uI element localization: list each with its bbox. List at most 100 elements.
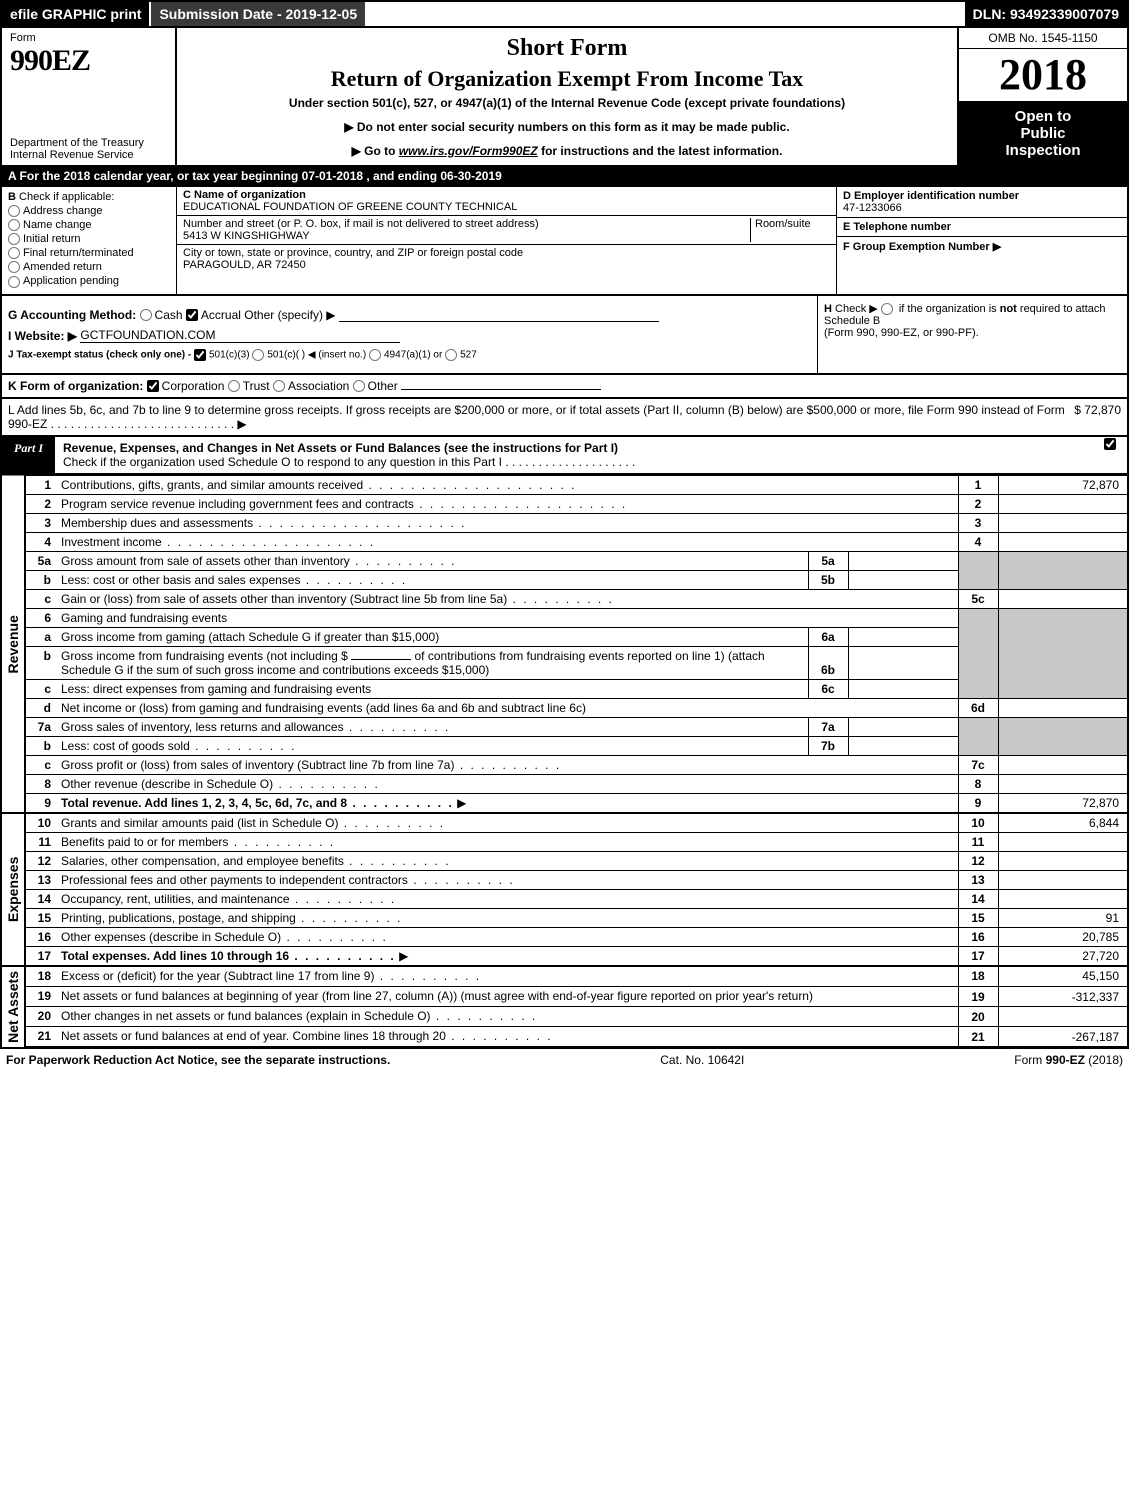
line-18-val: 45,150 [998, 966, 1128, 987]
irs-link[interactable]: www.irs.gov/Form990EZ [399, 144, 538, 158]
j-4947-radio[interactable] [369, 349, 381, 361]
h-checkbox[interactable] [881, 303, 893, 315]
form-word: Form [10, 32, 167, 44]
line-6c-sub: 6c [808, 679, 848, 698]
g-other-input[interactable] [339, 321, 659, 322]
return-title: Return of Organization Exempt From Incom… [187, 66, 947, 92]
line-16-desc: Other expenses (describe in Schedule O) [61, 930, 388, 944]
org-name: EDUCATIONAL FOUNDATION OF GREENE COUNTY … [183, 201, 517, 213]
j-501c-text: 501(c)( ) ◀ (insert no.) [267, 349, 366, 360]
line-5b-subval [848, 570, 958, 589]
line-3-box: 3 [958, 513, 998, 532]
k-assoc-radio[interactable] [273, 380, 285, 392]
h-text2: if the organization is [899, 303, 1000, 315]
shade-5 [958, 551, 998, 589]
line-11-desc: Benefits paid to or for members [61, 835, 335, 849]
line-15-box: 15 [958, 908, 998, 927]
line-11-num: 11 [25, 832, 57, 851]
h-box: H Check ▶ if the organization is not req… [817, 296, 1127, 373]
main-table: Revenue 1 Contributions, gifts, grants, … [0, 475, 1129, 1049]
line-7b-sub: 7b [808, 736, 848, 755]
line-8-box: 8 [958, 774, 998, 793]
line-20-box: 20 [958, 1006, 998, 1026]
line-3-num: 3 [25, 513, 57, 532]
k-other-input[interactable] [401, 389, 601, 390]
e-label: E Telephone number [843, 221, 951, 233]
g-other-text: Other (specify) ▶ [244, 308, 335, 322]
line-1-num: 1 [25, 475, 57, 494]
part-i-checkbox[interactable] [1104, 438, 1116, 450]
chk-address-change[interactable]: Address change [8, 205, 170, 217]
line-6b-desc: Gross income from fundraising events (no… [57, 646, 808, 679]
line-14-val [998, 889, 1128, 908]
k-other-radio[interactable] [353, 380, 365, 392]
short-form-title: Short Form [187, 35, 947, 62]
j-527-radio[interactable] [445, 349, 457, 361]
ein-value: 47-1233066 [843, 202, 902, 214]
line-8-val [998, 774, 1128, 793]
line-16-val: 20,785 [998, 927, 1128, 946]
j-501c-radio[interactable] [252, 349, 264, 361]
line-7a-subval [848, 717, 958, 736]
chk-application-pending[interactable]: Application pending [8, 275, 170, 287]
line-17-val: 27,720 [998, 946, 1128, 966]
chk-initial-return[interactable]: Initial return [8, 233, 170, 245]
line-9-desc: Total revenue. Add lines 1, 2, 3, 4, 5c,… [61, 796, 454, 810]
line-5b-num: b [25, 570, 57, 589]
line-9-num: 9 [25, 793, 57, 813]
line-19-box: 19 [958, 986, 998, 1006]
line-16-num: 16 [25, 927, 57, 946]
j-501c3-checkbox[interactable] [194, 349, 206, 361]
line-9-box: 9 [958, 793, 998, 813]
note-ssn: ▶ Do not enter social security numbers o… [187, 120, 947, 134]
line-6b-sub: 6b [808, 646, 848, 679]
chk-name-change[interactable]: Name change [8, 219, 170, 231]
k-trust-radio[interactable] [228, 380, 240, 392]
efile-label[interactable]: efile GRAPHIC print [2, 2, 149, 26]
i-line: I Website: ▶ GCTFOUNDATION.COM [8, 328, 811, 343]
line-10-desc: Grants and similar amounts paid (list in… [61, 816, 445, 830]
line-2-box: 2 [958, 494, 998, 513]
line-10-box: 10 [958, 813, 998, 833]
h-not: not [1000, 303, 1017, 315]
footer-cat-no: Cat. No. 10642I [660, 1053, 744, 1067]
k-label: K Form of organization: [8, 379, 143, 393]
g-accrual-text: Accrual [201, 308, 241, 322]
shade-7 [958, 717, 998, 755]
l-row: L Add lines 5b, 6c, and 7b to line 9 to … [0, 399, 1129, 437]
line-3-desc: Membership dues and assessments [61, 516, 466, 530]
line-4-box: 4 [958, 532, 998, 551]
topbar-spacer [367, 2, 965, 26]
line-7c-desc: Gross profit or (loss) from sales of inv… [61, 758, 561, 772]
line-6a-subval [848, 627, 958, 646]
j-label: J Tax-exempt status (check only one) - [8, 349, 191, 360]
g-accrual-checkbox[interactable] [186, 309, 198, 321]
line-19-val: -312,337 [998, 986, 1128, 1006]
line-18-num: 18 [25, 966, 57, 987]
submission-date-button[interactable]: Submission Date - 2019-12-05 [149, 2, 367, 26]
chk-amended-return[interactable]: Amended return [8, 261, 170, 273]
header-left: Form 990EZ Department of the Treasury In… [2, 28, 177, 165]
line-13-box: 13 [958, 870, 998, 889]
footer-left: For Paperwork Reduction Act Notice, see … [6, 1053, 390, 1067]
line-6-desc: Gaming and fundraising events [57, 608, 958, 627]
chk-final-return[interactable]: Final return/terminated [8, 247, 170, 259]
b-head-text: Check if applicable: [19, 191, 114, 203]
line-17-desc: Total expenses. Add lines 10 through 16 [61, 949, 396, 963]
header-center: Short Form Return of Organization Exempt… [177, 28, 957, 165]
line-19-num: 19 [25, 986, 57, 1006]
website-value[interactable]: GCTFOUNDATION.COM [80, 328, 400, 343]
b-letter: B [8, 191, 16, 203]
dln-label: DLN: 93492339007079 [965, 2, 1127, 26]
line-11-box: 11 [958, 832, 998, 851]
k-corp-checkbox[interactable] [147, 380, 159, 392]
line-7c-num: c [25, 755, 57, 774]
g-cash-radio[interactable] [140, 309, 152, 321]
line-5c-val [998, 589, 1128, 608]
part-i-header: Part I Revenue, Expenses, and Changes in… [0, 437, 1129, 475]
line-3-val [998, 513, 1128, 532]
line-2-desc: Program service revenue including govern… [61, 497, 627, 511]
line-17-num: 17 [25, 946, 57, 966]
line-6b-blank[interactable] [351, 659, 411, 660]
line-5a-subval [848, 551, 958, 570]
